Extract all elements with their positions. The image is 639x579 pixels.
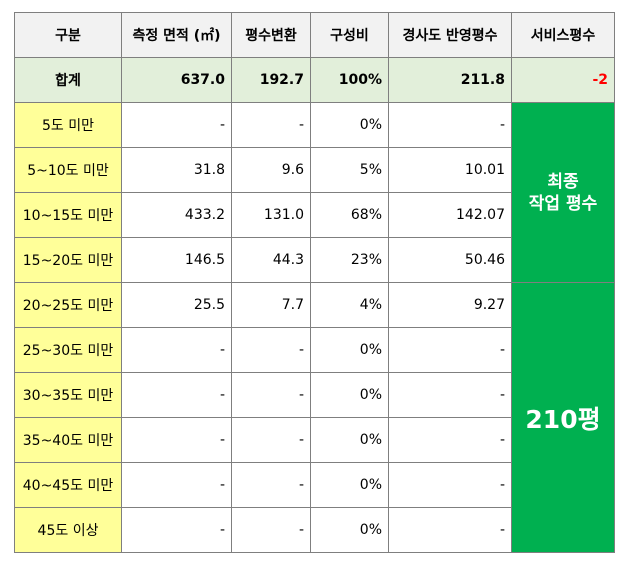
row-ratio: 0%	[310, 417, 389, 463]
row-label: 40~45도 미만	[14, 462, 122, 508]
table-row: 25~30도 미만 - - 0% -	[14, 327, 615, 373]
row-label: 5도 미만	[14, 102, 122, 148]
table-row: 15~20도 미만 146.5 44.3 23% 50.46	[14, 237, 615, 283]
row-label: 35~40도 미만	[14, 417, 122, 463]
total-ratio: 100%	[310, 57, 389, 103]
final-area-value-cell: 210평	[511, 282, 615, 553]
row-pyeong: 131.0	[231, 192, 311, 238]
row-area: 433.2	[121, 192, 232, 238]
row-adjusted: -	[388, 327, 512, 373]
row-area: -	[121, 372, 232, 418]
row-area: -	[121, 417, 232, 463]
row-ratio: 0%	[310, 372, 389, 418]
header-pyeong: 평수변환	[231, 12, 311, 58]
total-area: 637.0	[121, 57, 232, 103]
total-label: 합계	[14, 57, 122, 103]
row-pyeong: -	[231, 462, 311, 508]
row-pyeong: 9.6	[231, 147, 311, 193]
total-service: -2	[511, 57, 615, 103]
header-area: 측정 면적 (㎡)	[121, 12, 232, 58]
row-area: -	[121, 102, 232, 148]
row-area: -	[121, 462, 232, 508]
row-pyeong: 44.3	[231, 237, 311, 283]
row-ratio: 0%	[310, 327, 389, 373]
header-ratio: 구성비	[310, 12, 389, 58]
table-row: 20~25도 미만 25.5 7.7 4% 9.27 210평	[14, 282, 615, 553]
row-adjusted: -	[388, 372, 512, 418]
header-service: 서비스평수	[511, 12, 615, 58]
row-ratio: 5%	[310, 147, 389, 193]
row-adjusted: 9.27	[388, 282, 512, 328]
row-ratio: 0%	[310, 507, 389, 553]
table-row: 5~10도 미만 31.8 9.6 5% 10.01	[14, 147, 615, 193]
table-row: 40~45도 미만 - - 0% -	[14, 462, 615, 508]
final-label-line1: 최종	[547, 171, 579, 192]
row-pyeong: -	[231, 327, 311, 373]
row-pyeong: -	[231, 102, 311, 148]
total-adjusted: 211.8	[388, 57, 512, 103]
row-area: 146.5	[121, 237, 232, 283]
row-ratio: 68%	[310, 192, 389, 238]
row-label: 15~20도 미만	[14, 237, 122, 283]
row-adjusted: -	[388, 507, 512, 553]
table-row: 45도 이상 - - 0% -	[14, 507, 615, 553]
final-label-line2: 작업 평수	[528, 193, 598, 214]
row-label: 10~15도 미만	[14, 192, 122, 238]
table-row: 5도 미만 - - 0% - 최종 작업 평수	[14, 102, 615, 283]
slope-area-table: 구분 측정 면적 (㎡) 평수변환 구성비 경사도 반영평수 서비스평수 합계 …	[14, 12, 615, 553]
total-row: 합계 637.0 192.7 100% 211.8 -2	[14, 57, 615, 103]
header-row: 구분 측정 면적 (㎡) 평수변환 구성비 경사도 반영평수 서비스평수	[14, 12, 615, 58]
row-adjusted: -	[388, 417, 512, 463]
row-area: -	[121, 507, 232, 553]
row-adjusted: -	[388, 462, 512, 508]
header-adjusted: 경사도 반영평수	[388, 12, 512, 58]
final-work-area-cell: 최종 작업 평수	[511, 102, 615, 283]
row-area: 31.8	[121, 147, 232, 193]
row-pyeong: 7.7	[231, 282, 311, 328]
row-label: 30~35도 미만	[14, 372, 122, 418]
row-adjusted: 10.01	[388, 147, 512, 193]
row-label: 25~30도 미만	[14, 327, 122, 373]
row-ratio: 0%	[310, 462, 389, 508]
row-area: 25.5	[121, 282, 232, 328]
total-pyeong: 192.7	[231, 57, 311, 103]
row-label: 45도 이상	[14, 507, 122, 553]
row-ratio: 23%	[310, 237, 389, 283]
row-adjusted: -	[388, 102, 512, 148]
row-pyeong: -	[231, 372, 311, 418]
row-ratio: 0%	[310, 102, 389, 148]
table-row: 35~40도 미만 - - 0% -	[14, 417, 615, 463]
row-label: 20~25도 미만	[14, 282, 122, 328]
row-label: 5~10도 미만	[14, 147, 122, 193]
table-row: 10~15도 미만 433.2 131.0 68% 142.07	[14, 192, 615, 238]
row-area: -	[121, 327, 232, 373]
row-adjusted: 50.46	[388, 237, 512, 283]
row-adjusted: 142.07	[388, 192, 512, 238]
row-ratio: 4%	[310, 282, 389, 328]
row-pyeong: -	[231, 417, 311, 463]
row-pyeong: -	[231, 507, 311, 553]
header-category: 구분	[14, 12, 122, 58]
